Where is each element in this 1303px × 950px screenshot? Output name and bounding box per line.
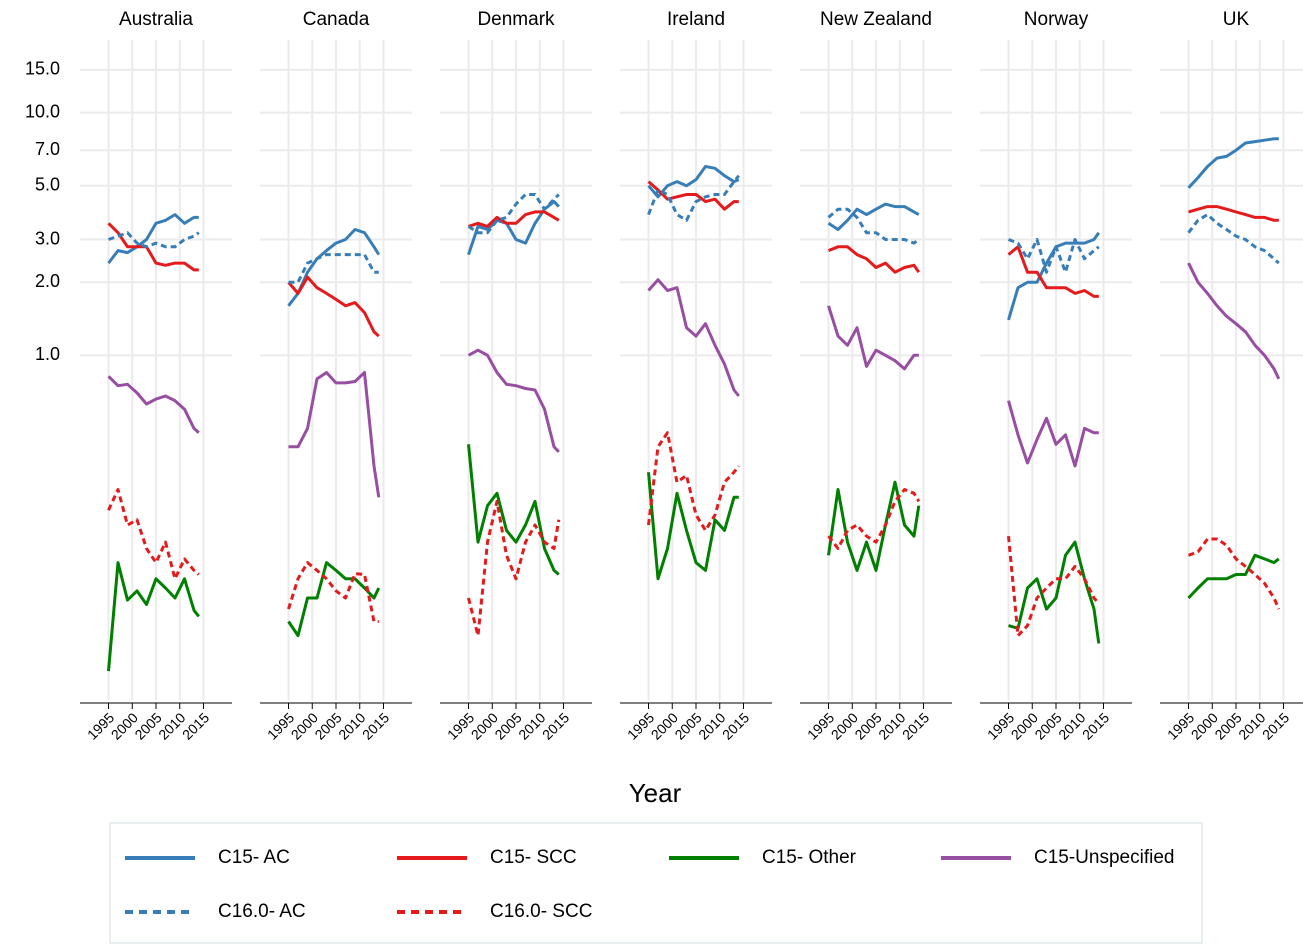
panel-title: New Zealand xyxy=(820,9,932,30)
series-line xyxy=(107,561,200,672)
series-line xyxy=(468,210,560,228)
series-line xyxy=(288,253,379,284)
y-tick-label: 15.0 xyxy=(25,59,60,79)
series-line xyxy=(467,499,561,638)
series-line xyxy=(1008,540,1101,644)
y-tick-label: 5.0 xyxy=(35,174,60,194)
series-line xyxy=(1187,553,1280,600)
x-tick-label: 2015 xyxy=(1079,709,1112,742)
series-line xyxy=(647,174,740,222)
legend-label: C15- Other xyxy=(762,847,857,868)
series-line xyxy=(288,371,381,498)
series-line xyxy=(827,245,921,274)
series-line xyxy=(647,180,739,211)
series-line xyxy=(647,278,740,397)
series-line xyxy=(467,348,560,453)
series-line xyxy=(467,200,560,256)
panel-title: Australia xyxy=(119,9,193,30)
series-line xyxy=(467,444,560,576)
series-line xyxy=(287,561,379,623)
legend-box xyxy=(109,822,1203,944)
series-line xyxy=(1007,245,1099,298)
series-line xyxy=(1187,137,1279,189)
series-line xyxy=(107,213,199,265)
panel-title: Norway xyxy=(1024,9,1089,30)
panel-title: Ireland xyxy=(667,9,725,30)
series-line xyxy=(827,207,920,245)
series-line xyxy=(1187,537,1281,610)
y-tick-label: 7.0 xyxy=(35,139,60,159)
x-tick-label: 2015 xyxy=(179,709,212,742)
series-line xyxy=(1007,238,1100,274)
series-line xyxy=(287,228,381,307)
series-line xyxy=(1007,231,1101,321)
y-tick-label: 2.0 xyxy=(35,271,60,291)
x-tick-label: 2015 xyxy=(539,709,572,742)
series-line xyxy=(1007,400,1099,468)
legend-label: C15-Unspecified xyxy=(1034,847,1174,868)
y-tick-label: 3.0 xyxy=(35,228,60,248)
series-line xyxy=(1187,262,1281,380)
series-line xyxy=(1187,213,1280,265)
legend-label: C16.0- SCC xyxy=(490,901,592,922)
panel-title: Canada xyxy=(303,9,370,30)
legend-label: C15- SCC xyxy=(490,847,577,868)
series-line xyxy=(647,431,740,532)
series-line xyxy=(107,222,199,272)
series-line xyxy=(287,275,380,338)
series-line xyxy=(107,375,200,434)
series-line xyxy=(827,488,921,550)
panel-title: Denmark xyxy=(477,9,555,30)
y-tick-label: 1.0 xyxy=(35,344,60,364)
legend-label: C16.0- AC xyxy=(218,901,306,922)
y-tick-label: 10.0 xyxy=(25,101,60,121)
series-line xyxy=(107,231,200,249)
series-line xyxy=(827,305,919,371)
series-line xyxy=(1188,205,1279,222)
series-line xyxy=(827,202,920,231)
series-line xyxy=(647,165,740,199)
series-line xyxy=(827,480,921,572)
series-line xyxy=(287,561,381,638)
x-tick-label: 2015 xyxy=(899,709,932,742)
x-tick-label: 2015 xyxy=(359,709,392,742)
legend-label: C15- AC xyxy=(218,847,290,868)
x-tick-label: 2015 xyxy=(719,709,752,742)
series-line xyxy=(467,193,560,235)
panel-title: UK xyxy=(1223,9,1250,30)
x-axis-title: Year xyxy=(629,778,682,808)
series-line xyxy=(107,488,200,581)
x-tick-label: 2015 xyxy=(1259,709,1292,742)
series-line xyxy=(647,472,739,581)
